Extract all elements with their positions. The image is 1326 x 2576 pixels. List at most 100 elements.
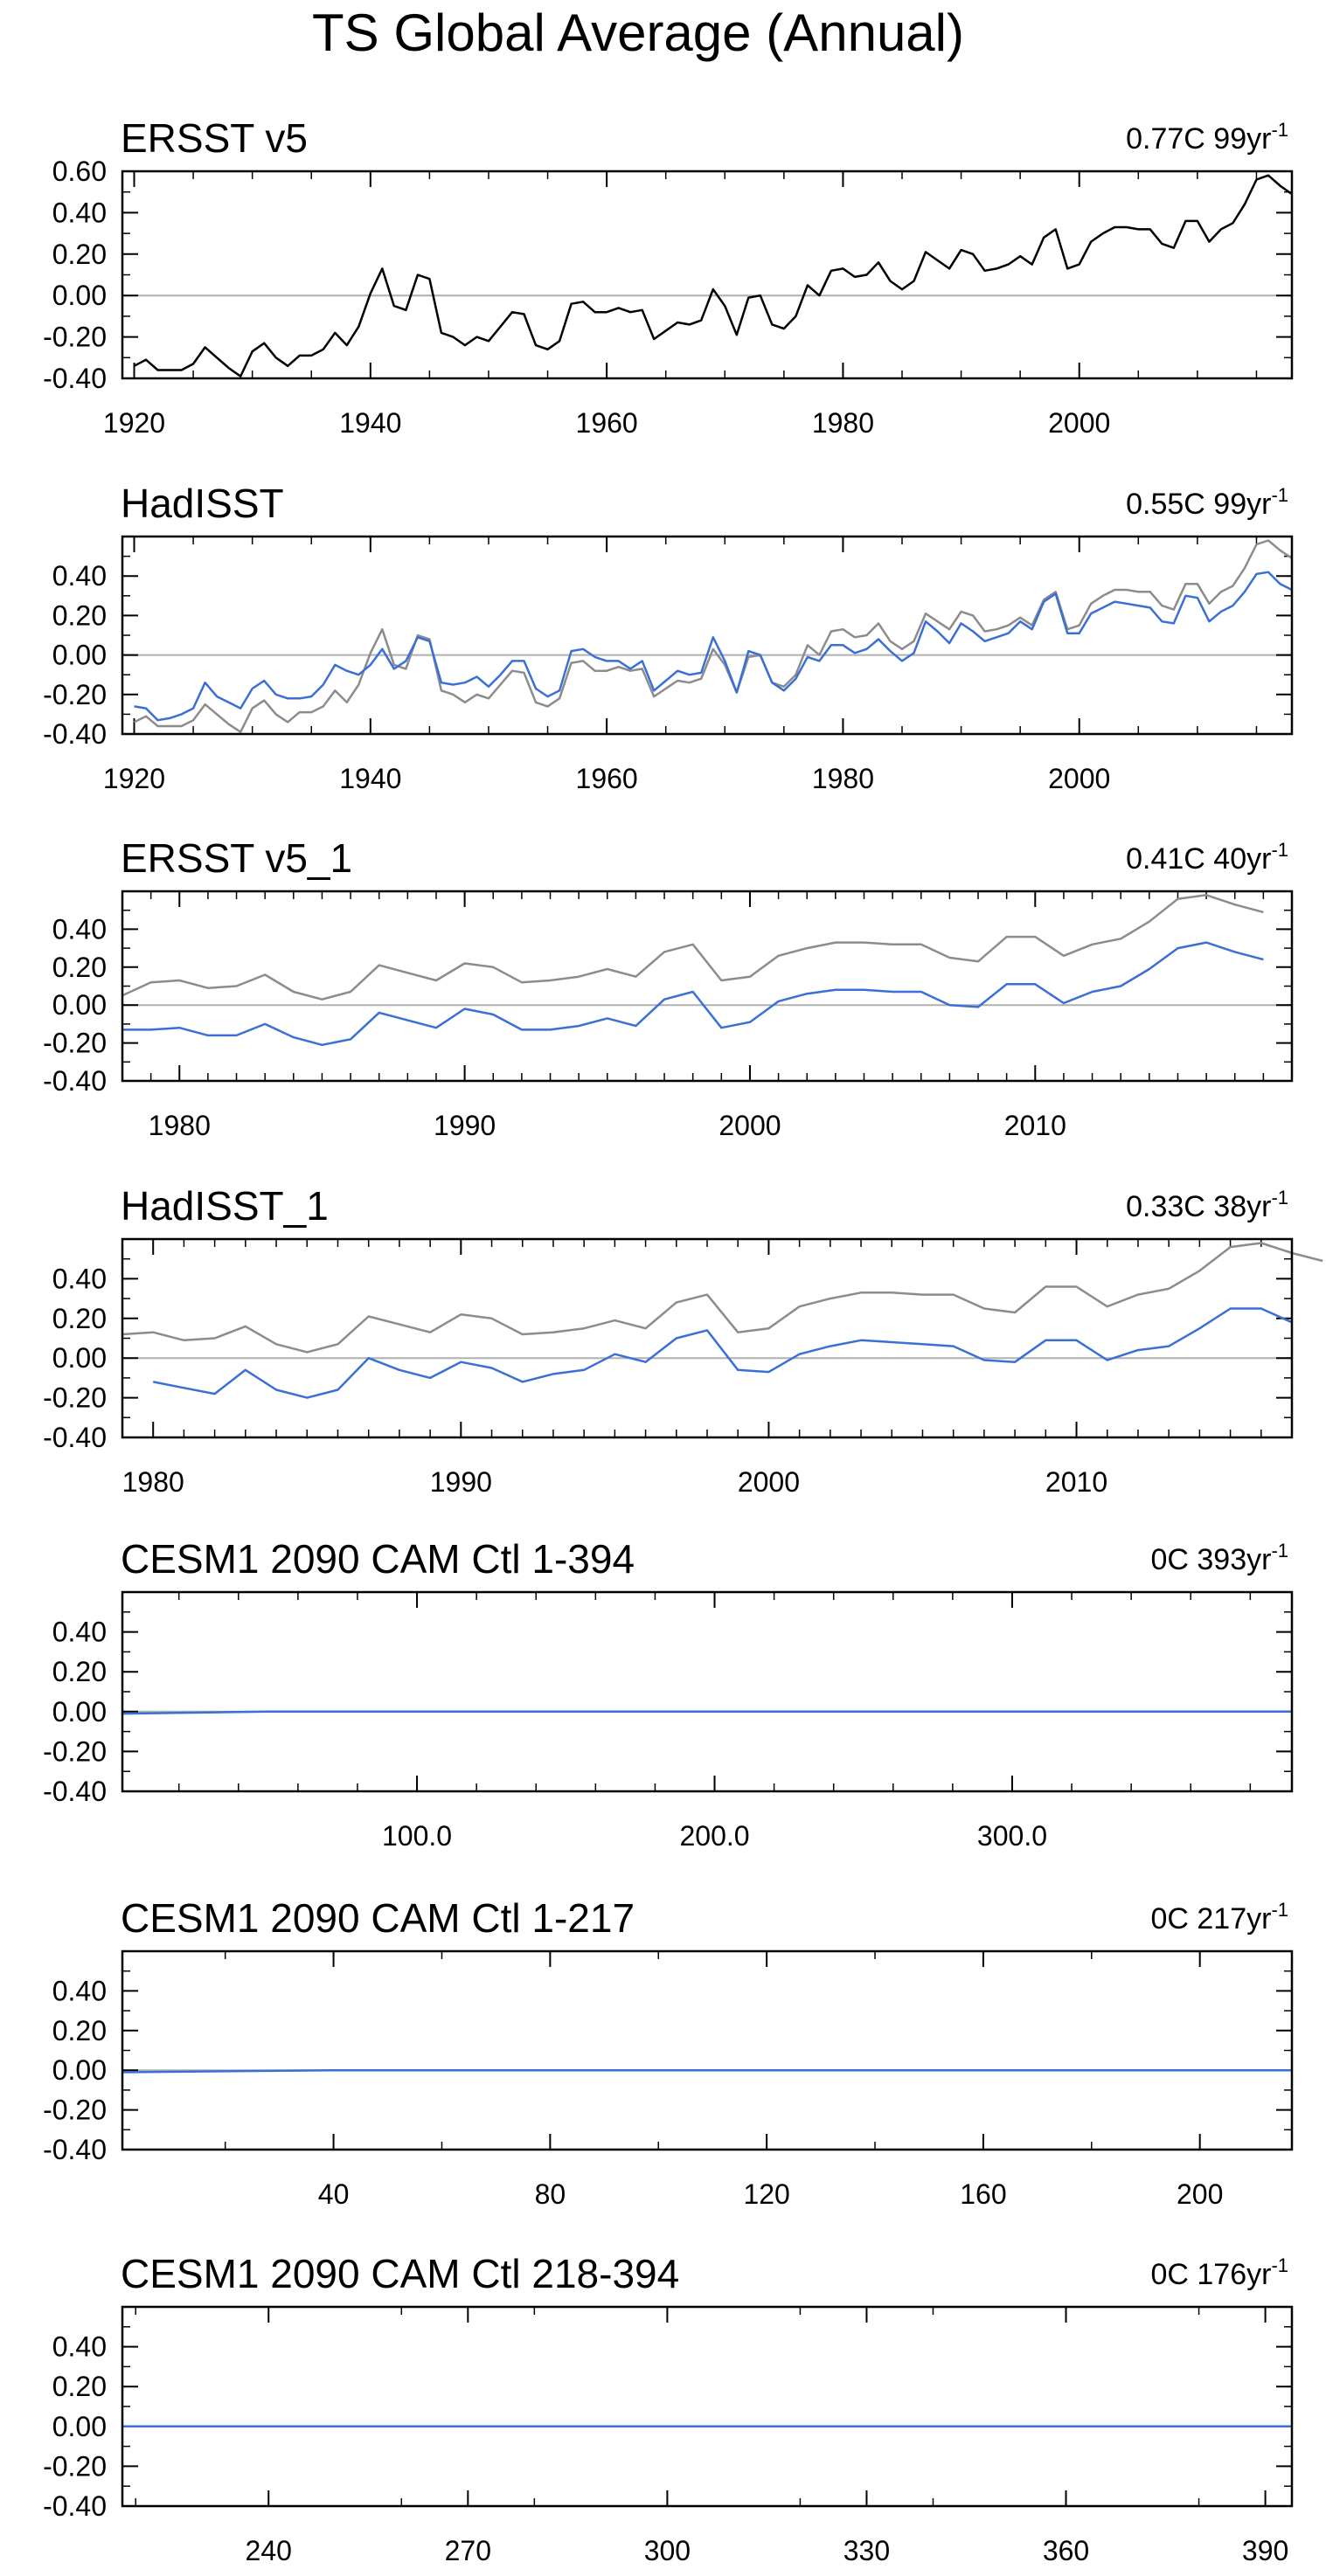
plot-frame bbox=[121, 1949, 1294, 2151]
panel-stat: 0C 176yr-1 bbox=[1150, 2254, 1288, 2291]
y-tick-label: -0.20 bbox=[43, 1028, 107, 1059]
x-tick-label: 2010 bbox=[1004, 1110, 1066, 1141]
x-tick-label: 40 bbox=[318, 2178, 350, 2210]
y-tick-label: 0.00 bbox=[52, 1342, 107, 1374]
series-line-model bbox=[122, 941, 1264, 1047]
x-tick-label: 1990 bbox=[430, 1466, 492, 1498]
panel-stat: 0.33C 38yr-1 bbox=[1126, 1187, 1288, 1223]
y-tick-label: 0.20 bbox=[52, 599, 107, 631]
y-tick-label: 0.40 bbox=[52, 1617, 107, 1648]
y-tick-label: -0.20 bbox=[43, 2450, 107, 2482]
panel-title: HadISST_1 bbox=[121, 1183, 329, 1229]
series-line-obs bbox=[133, 174, 1293, 377]
y-tick-label: 0.00 bbox=[52, 640, 107, 671]
x-tick-label: 1980 bbox=[812, 763, 874, 794]
series-line-model bbox=[134, 571, 1293, 722]
panel-title: CESM1 2090 CAM Ctl 1-394 bbox=[121, 1536, 635, 1582]
y-tick-label: 0.40 bbox=[52, 1975, 107, 2006]
y-tick-label: 0.20 bbox=[52, 2371, 107, 2402]
panel-title: ERSST v5_1 bbox=[121, 835, 352, 881]
x-tick-label: 270 bbox=[445, 2535, 491, 2566]
y-tick-label: 0.40 bbox=[52, 1263, 107, 1294]
panel-stat: 0C 217yr-1 bbox=[1150, 1899, 1288, 1935]
x-tick-label: 1920 bbox=[103, 763, 165, 794]
x-tick-label: 1920 bbox=[103, 407, 165, 439]
y-tick-label: 0.00 bbox=[52, 1696, 107, 1728]
series-line-obs_ref bbox=[133, 539, 1293, 733]
y-tick-label: 0.20 bbox=[52, 1303, 107, 1334]
y-tick-label: -0.40 bbox=[43, 363, 107, 394]
chart-panel-5: CESM1 2090 CAM Ctl 1-394 0C 393yr-1 100.0 2… bbox=[43, 1536, 1294, 1852]
y-tick-label: -0.40 bbox=[43, 1776, 107, 1807]
y-tick-label: -0.20 bbox=[43, 2095, 107, 2126]
y-tick-label: 0.40 bbox=[52, 197, 107, 228]
panel-title: ERSST v5 bbox=[121, 115, 308, 161]
x-tick-label: 1960 bbox=[576, 763, 638, 794]
plot-frame bbox=[121, 890, 1294, 1083]
y-tick-label: 0.00 bbox=[52, 2054, 107, 2086]
x-tick-label: 1960 bbox=[576, 407, 638, 439]
x-tick-label: 1980 bbox=[122, 1466, 184, 1498]
panel-stat: 0.55C 99yr-1 bbox=[1126, 484, 1288, 521]
y-tick-label: 0.20 bbox=[52, 952, 107, 983]
y-tick-label: 0.20 bbox=[52, 2015, 107, 2046]
y-tick-label: 0.40 bbox=[52, 913, 107, 945]
series-line-model bbox=[121, 1710, 1292, 1715]
panel-title: CESM1 2090 CAM Ctl 218-394 bbox=[121, 2251, 679, 2296]
chart-panel-4: HadISST_1 0.33C 38yr-1 1980 1990 2000 2010 -0.… bbox=[43, 1183, 1323, 1498]
panel-title: HadISST bbox=[121, 481, 284, 526]
y-tick-label: -0.20 bbox=[43, 322, 107, 353]
chart-panel-6: CESM1 2090 CAM Ctl 1-217 0C 217yr-1 40 80 12… bbox=[43, 1895, 1294, 2210]
x-tick-label: 2000 bbox=[1048, 763, 1110, 794]
plot-frame bbox=[121, 1590, 1294, 1793]
y-tick-label: 0.40 bbox=[52, 560, 107, 592]
x-tick-label: 2000 bbox=[719, 1110, 781, 1141]
x-tick-label: 200 bbox=[1177, 2178, 1223, 2210]
x-tick-label: 1940 bbox=[339, 763, 401, 794]
x-tick-label: 300.0 bbox=[977, 1820, 1047, 1852]
x-tick-label: 100.0 bbox=[382, 1820, 452, 1852]
panel-title: CESM1 2090 CAM Ctl 1-217 bbox=[121, 1895, 635, 1941]
x-tick-label: 2000 bbox=[738, 1466, 800, 1498]
series-line-model bbox=[152, 1307, 1293, 1399]
y-tick-label: -0.40 bbox=[43, 718, 107, 750]
panel-stat: 0.77C 99yr-1 bbox=[1126, 119, 1288, 156]
y-tick-label: -0.40 bbox=[43, 2490, 107, 2522]
x-tick-label: 1980 bbox=[149, 1110, 211, 1141]
plot-frame bbox=[121, 2305, 1294, 2508]
plot-frame bbox=[121, 170, 1294, 380]
x-tick-label: 360 bbox=[1043, 2535, 1089, 2566]
plot-frame bbox=[121, 1237, 1294, 1439]
x-tick-label: 300 bbox=[644, 2535, 691, 2566]
y-tick-label: 0.20 bbox=[52, 1656, 107, 1687]
x-tick-label: 1980 bbox=[812, 407, 874, 439]
y-tick-label: 0.60 bbox=[52, 156, 107, 187]
y-tick-label: -0.20 bbox=[43, 1735, 107, 1767]
x-tick-label: 200.0 bbox=[679, 1820, 749, 1852]
chart-panel-2: HadISST 0.55C 99yr-1 1920 1940 1960 1980 2000 -… bbox=[43, 481, 1294, 794]
x-tick-label: 330 bbox=[844, 2535, 890, 2566]
series-line-model bbox=[121, 2068, 1292, 2074]
y-tick-label: 0.00 bbox=[52, 280, 107, 311]
x-tick-label: 240 bbox=[246, 2535, 292, 2566]
x-tick-label: 1940 bbox=[339, 407, 401, 439]
chart-main-title: TS Global Average (Annual) bbox=[312, 3, 964, 62]
x-tick-label: 390 bbox=[1242, 2535, 1288, 2566]
chart-panel-7: CESM1 2090 CAM Ctl 218-394 0C 176yr-1 240 2… bbox=[43, 2251, 1294, 2566]
x-tick-label: 2000 bbox=[1048, 407, 1110, 439]
x-tick-label: 1990 bbox=[434, 1110, 496, 1141]
x-tick-label: 160 bbox=[960, 2178, 1006, 2210]
y-tick-label: 0.40 bbox=[52, 2331, 107, 2363]
plot-frame bbox=[121, 535, 1294, 736]
chart-panel-3: ERSST v5_1 0.41C 40yr-1 1980 1990 2000 2010 -0… bbox=[43, 835, 1294, 1141]
x-tick-label: 120 bbox=[743, 2178, 789, 2210]
x-tick-label: 80 bbox=[535, 2178, 566, 2210]
chart-panel-1: ERSST v5 0.77C 99yr-1 1920 1940 1960 1980 2000… bbox=[43, 115, 1294, 439]
y-tick-label: -0.20 bbox=[43, 679, 107, 710]
y-tick-label: 0.00 bbox=[52, 989, 107, 1021]
y-tick-label: -0.20 bbox=[43, 1382, 107, 1414]
y-tick-label: 0.20 bbox=[52, 239, 107, 270]
x-tick-label: 2010 bbox=[1045, 1466, 1107, 1498]
y-tick-label: -0.40 bbox=[43, 2134, 107, 2165]
